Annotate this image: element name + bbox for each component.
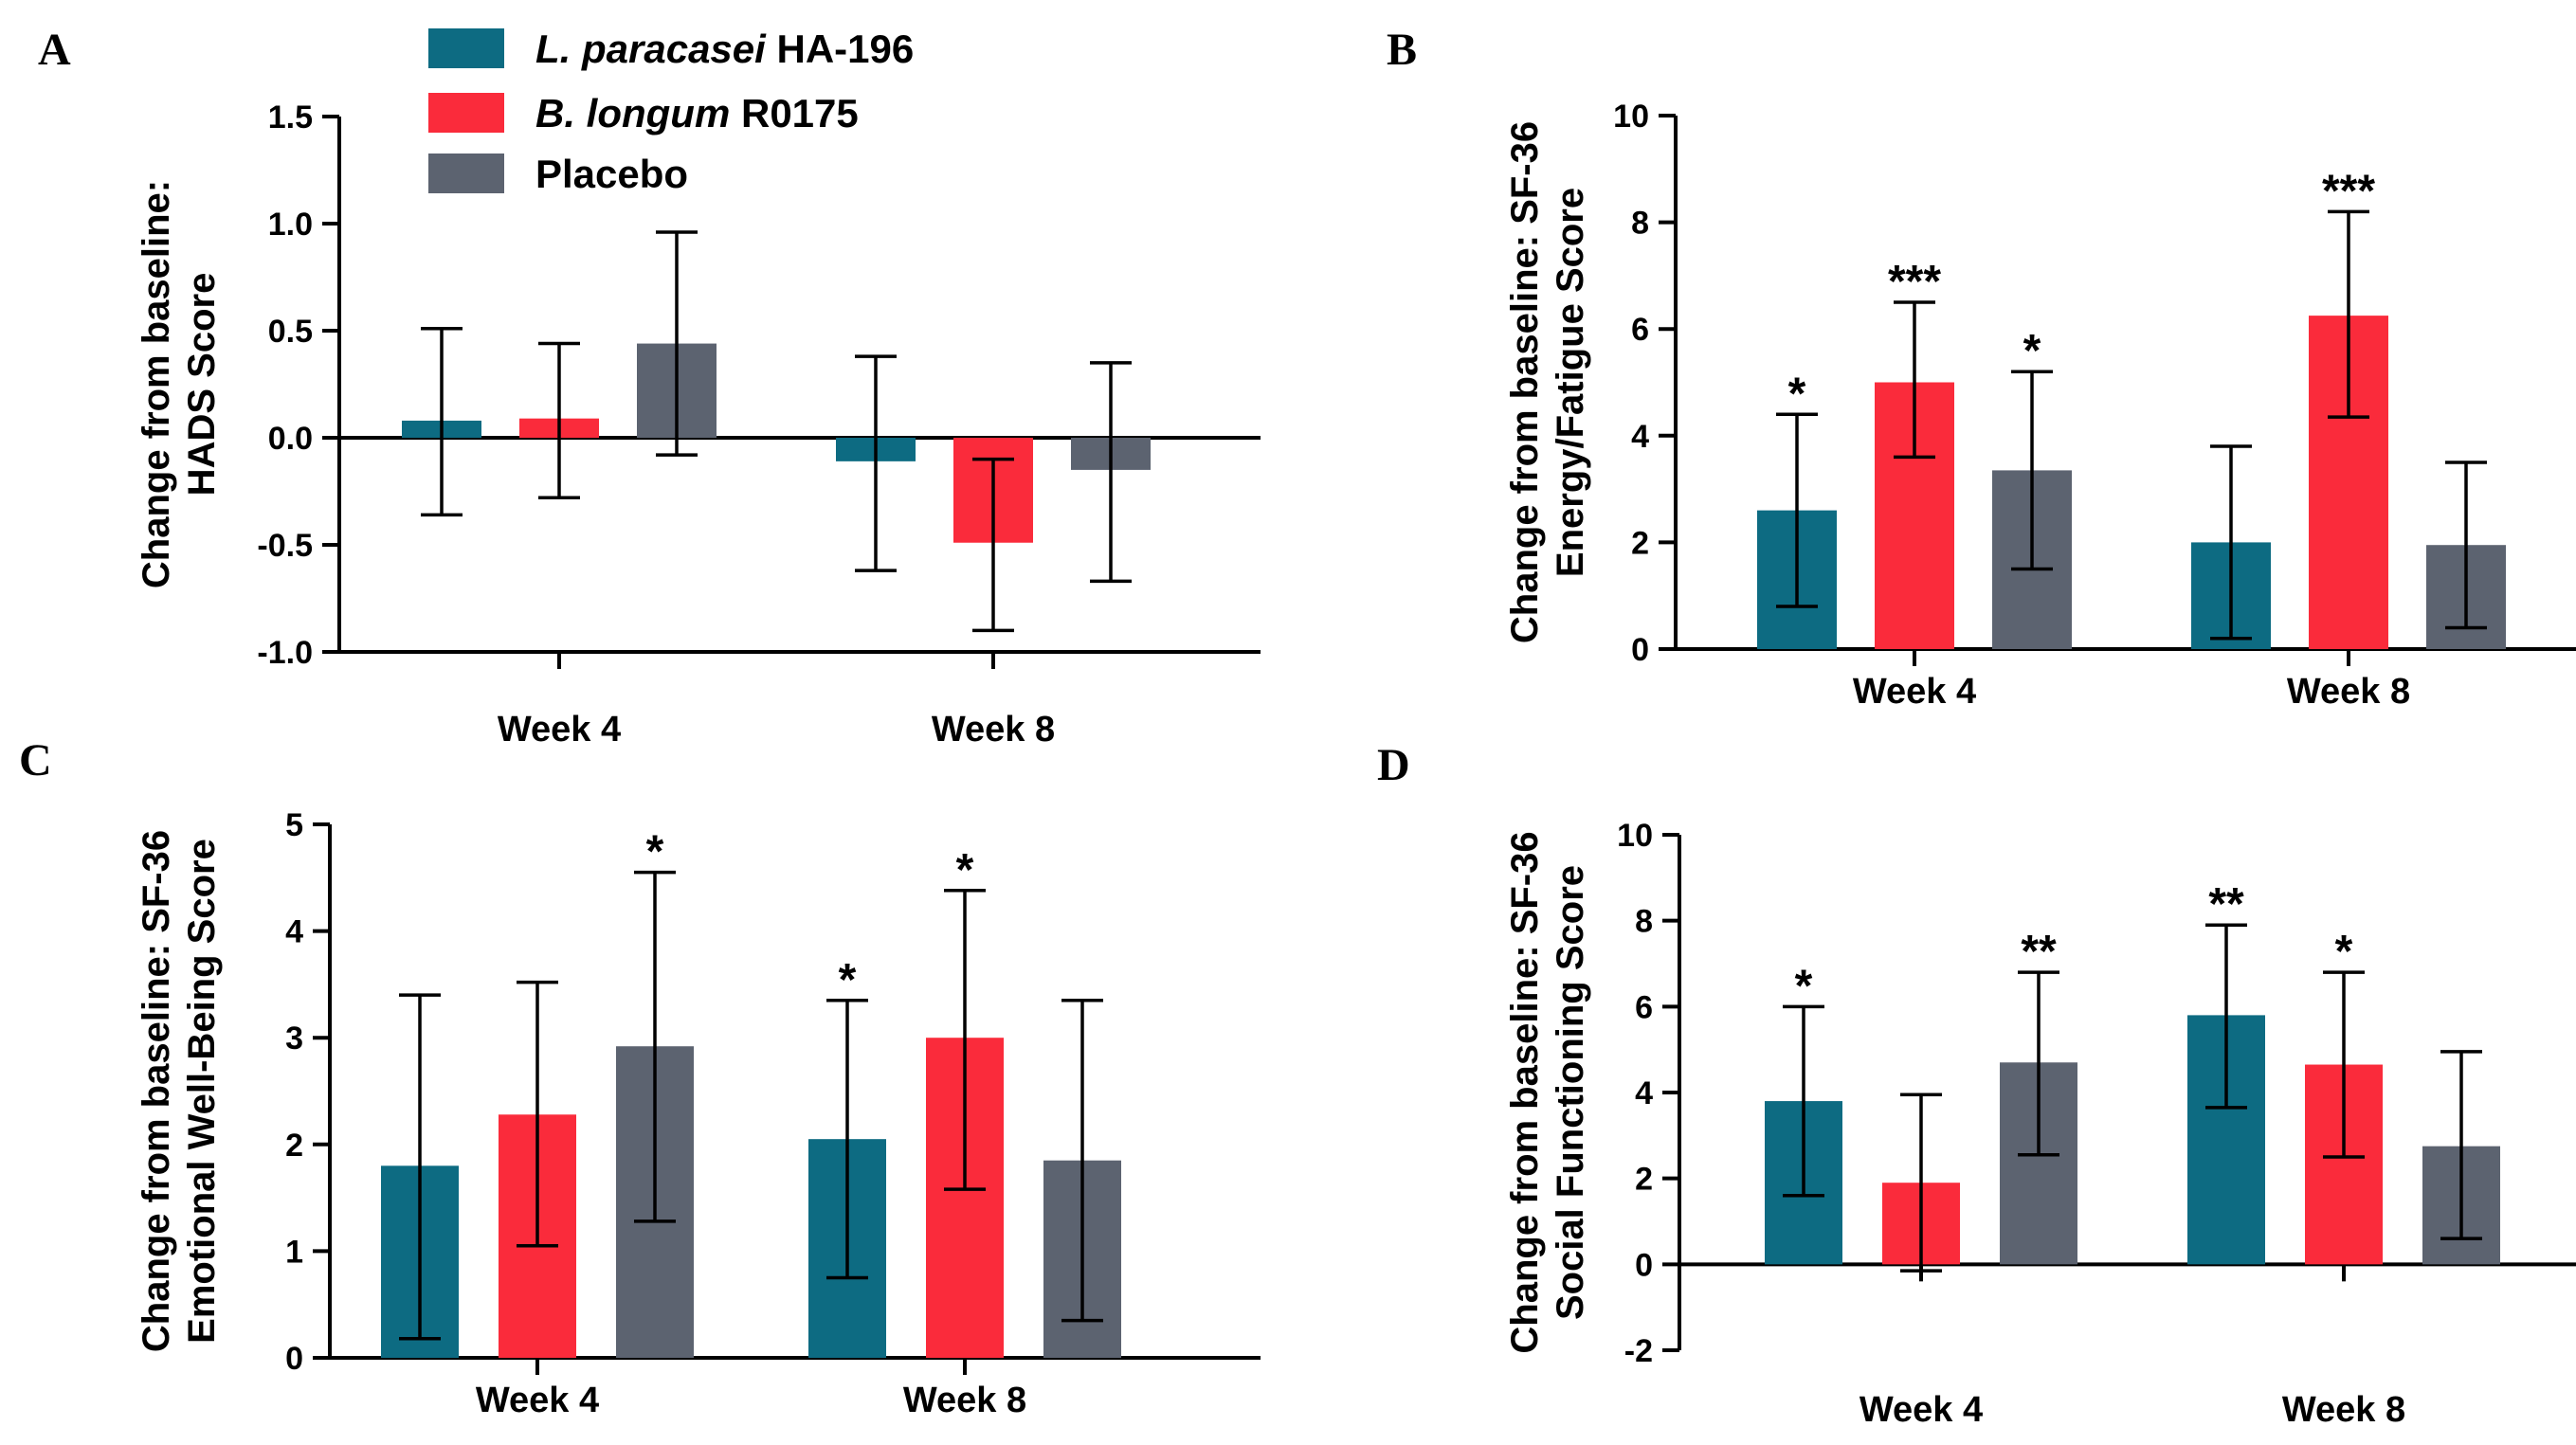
y-axis-label-line: Change from baseline: SF-36	[1504, 831, 1546, 1353]
legend-label-placebo: Placebo	[535, 152, 688, 196]
y-tick-label: 4	[1635, 1075, 1653, 1111]
y-tick-label: 8	[1631, 206, 1649, 242]
legend-swatch-b-longum	[428, 93, 504, 133]
significance-marker: *	[956, 845, 974, 895]
y-tick-label: 1.0	[268, 207, 313, 243]
y-tick-label: 3	[285, 1021, 303, 1057]
significance-marker: *	[2023, 326, 2041, 376]
panel-letter: B	[1387, 25, 1417, 75]
significance-marker: ***	[1888, 257, 1941, 307]
y-axis-label-line: HADS Score	[181, 273, 223, 497]
significance-marker: ***	[2322, 166, 2375, 216]
y-tick-label: 4	[285, 914, 303, 950]
chart-panel-c: C 0 1 2 3 4 5 Week 4 Week 8 * * * Change from baseli…	[19, 735, 1261, 1420]
x-category-label: Week 8	[903, 1381, 1026, 1420]
legend-swatch-placebo	[428, 154, 504, 193]
x-category-label: Week 4	[476, 1381, 599, 1420]
y-tick-label: 1.5	[268, 99, 313, 135]
y-axis-label-line: Social Functioning Score	[1550, 865, 1591, 1320]
significance-marker: *	[2335, 927, 2353, 977]
x-category-label: Week 8	[932, 710, 1055, 750]
significance-marker: **	[2208, 879, 2244, 930]
x-category-label: Week 4	[1859, 1390, 1983, 1430]
y-tick-label: 0	[1631, 632, 1649, 668]
legend-label-l-paracasei: L. paracasei HA-196	[535, 27, 914, 71]
x-category-label: Week 4	[498, 710, 621, 750]
y-tick-label: -1.0	[257, 635, 313, 671]
y-tick-label: 2	[1631, 525, 1649, 561]
y-axis-label-line: Change from baseline:	[136, 180, 177, 588]
y-tick-label: 0	[1635, 1247, 1653, 1283]
panel-letter: D	[1377, 740, 1410, 790]
y-tick-label: 6	[1635, 989, 1653, 1025]
y-tick-label: 1	[285, 1234, 303, 1270]
y-axis-label-line: Change from baseline: SF-36	[1504, 121, 1546, 643]
legend-label-b-longum: B. longum R0175	[535, 91, 859, 135]
y-tick-label: 2	[285, 1128, 303, 1164]
y-tick-label: 0.5	[268, 314, 313, 350]
y-axis-label-line: Energy/Fatigue Score	[1550, 188, 1591, 577]
significance-marker: *	[839, 955, 857, 1005]
y-axis-label: Change from baseline: HADS Score	[136, 180, 223, 588]
y-tick-label: 8	[1635, 904, 1653, 940]
chart-panel-a: A -1.0 -0.5 0.0 0.5 1.0 1.5 Week 4 Week 8 Change …	[38, 25, 1261, 750]
y-tick-label: 0	[285, 1341, 303, 1377]
y-axis-label-line: Emotional Well-Being Score	[181, 839, 223, 1344]
x-category-label: Week 8	[2282, 1390, 2405, 1430]
panel-letter: C	[19, 735, 52, 786]
y-tick-label: 5	[285, 807, 303, 843]
y-axis-label: Change from baseline: SF-36 Social Functi…	[1504, 831, 1591, 1353]
y-axis-label: Change from baseline: SF-36 Emotional Wel…	[136, 830, 223, 1352]
x-category-label: Week 4	[1853, 672, 1976, 712]
y-tick-label: 6	[1631, 312, 1649, 348]
significance-marker: **	[2021, 927, 2057, 977]
significance-marker: *	[1795, 961, 1813, 1011]
panel-letter: A	[38, 25, 71, 75]
y-tick-label: 0.0	[268, 421, 313, 457]
y-tick-label: -0.5	[257, 528, 313, 564]
y-axis-label-line: Change from baseline: SF-36	[136, 830, 177, 1352]
significance-marker: *	[646, 827, 664, 877]
y-tick-label: 2	[1635, 1162, 1653, 1198]
y-tick-label: 10	[1613, 99, 1649, 135]
y-tick-label: -2	[1624, 1333, 1653, 1369]
y-tick-label: 4	[1631, 419, 1649, 455]
y-tick-label: 10	[1617, 818, 1653, 854]
y-axis-label: Change from baseline: SF-36 Energy/Fatigu…	[1504, 121, 1591, 643]
legend: L. paracasei HA-196 B. longum R0175 Plac…	[428, 27, 914, 196]
significance-marker: *	[1788, 369, 1806, 419]
legend-swatch-l-paracasei	[428, 28, 504, 68]
x-category-label: Week 8	[2287, 672, 2410, 712]
